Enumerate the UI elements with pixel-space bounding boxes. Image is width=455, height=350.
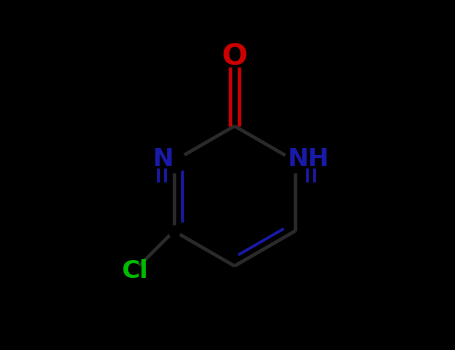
Text: NH: NH bbox=[288, 147, 330, 171]
Text: Cl: Cl bbox=[122, 259, 149, 283]
Text: N: N bbox=[153, 147, 174, 171]
Text: O: O bbox=[222, 42, 248, 71]
